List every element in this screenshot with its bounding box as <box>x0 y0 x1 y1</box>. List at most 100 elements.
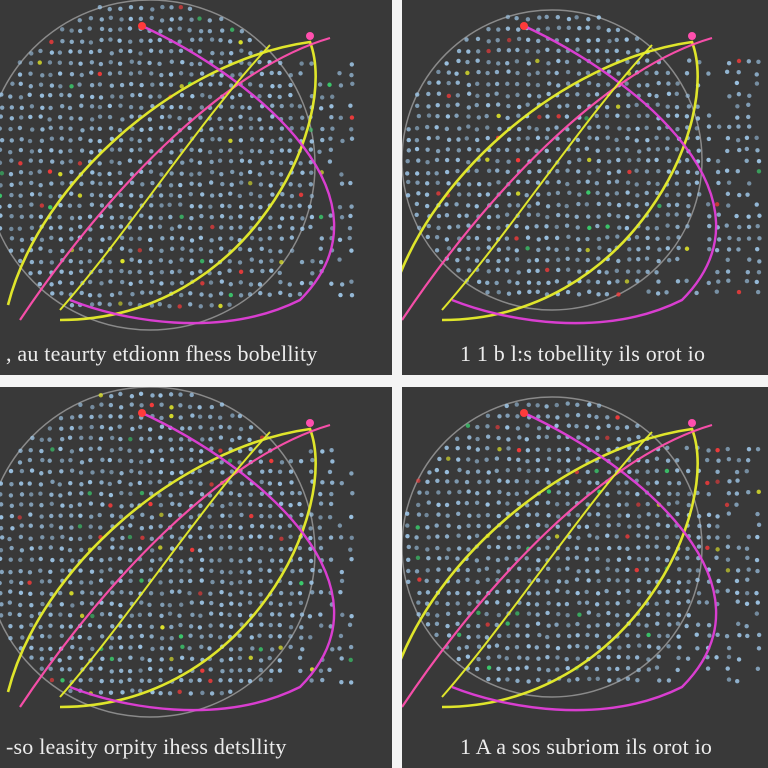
scatter-dot <box>514 491 520 497</box>
scatter-dot <box>267 568 272 573</box>
scatter-dot <box>208 204 213 209</box>
scatter-dot <box>128 491 133 497</box>
scatter-dot <box>705 480 710 486</box>
scatter-dot <box>715 632 720 637</box>
scatter-dot <box>474 102 479 108</box>
scatter-dot <box>726 203 731 208</box>
scatter-dot <box>109 51 114 56</box>
scatter-dot <box>685 555 690 561</box>
scatter-dot <box>28 448 33 453</box>
scatter-dot <box>616 557 622 562</box>
scatter-dot <box>585 568 590 574</box>
scatter-dot <box>197 182 203 187</box>
scatter-dot <box>87 622 93 628</box>
scatter-dot <box>59 469 64 474</box>
scatter-dot <box>127 669 133 674</box>
scatter-dot <box>476 115 482 120</box>
scatter-dot <box>676 634 681 639</box>
scatter-dot <box>494 468 499 473</box>
scatter-dot <box>80 590 85 595</box>
scatter-dot <box>735 169 740 174</box>
scatter-dot <box>308 558 314 564</box>
scatter-dot <box>228 83 234 88</box>
scatter-dot <box>545 267 550 273</box>
scatter-dot <box>208 611 214 616</box>
scatter-dot <box>117 27 123 32</box>
scatter-dot <box>675 500 680 505</box>
scatter-dot <box>48 623 53 628</box>
scatter-dot <box>434 523 439 528</box>
scatter-dot <box>505 115 510 121</box>
scatter-dot <box>208 249 214 254</box>
scatter-dot <box>158 258 164 263</box>
scatter-dot <box>207 18 212 23</box>
scatter-dot <box>494 203 499 209</box>
scatter-dot <box>0 126 2 131</box>
scatter-dot <box>119 490 124 496</box>
scatter-dot <box>714 655 719 660</box>
scatter-dot <box>69 39 74 45</box>
scatter-dot <box>657 203 662 209</box>
scatter-dot <box>179 280 185 285</box>
scatter-dot <box>485 280 490 286</box>
scatter-dot <box>435 478 440 483</box>
scatter-dot <box>485 446 490 451</box>
scatter-dot <box>237 448 243 454</box>
scatter-dot <box>339 282 345 287</box>
scatter-dot <box>434 171 439 176</box>
scatter-dot <box>546 70 551 75</box>
scatter-dot <box>486 269 491 274</box>
scatter-dot <box>8 589 13 594</box>
scatter-dot <box>466 114 471 119</box>
scatter-dot <box>655 291 661 296</box>
scatter-dot <box>536 414 541 419</box>
scatter-dot <box>486 644 492 649</box>
scatter-dot <box>605 503 610 508</box>
scatter-dot <box>515 414 520 419</box>
scatter-dot <box>157 37 162 43</box>
scatter-dot <box>496 290 501 295</box>
scatter-dot <box>726 180 732 185</box>
scatter-dot <box>268 677 273 683</box>
scatter-dot <box>726 247 732 252</box>
scatter-dot <box>108 402 114 408</box>
scatter-dot <box>537 168 542 174</box>
scatter-dot <box>584 524 590 530</box>
scatter-dot <box>664 558 670 563</box>
scatter-dot <box>7 600 13 605</box>
scatter-dot <box>477 192 482 198</box>
scatter-dot <box>97 512 102 518</box>
scatter-dot <box>444 169 450 175</box>
scatter-dot <box>169 413 174 419</box>
scatter-dot <box>318 545 324 551</box>
scatter-dot <box>220 470 225 475</box>
scatter-dot <box>665 113 671 118</box>
scatter-dot <box>725 148 730 154</box>
scatter-dot <box>494 69 500 75</box>
scatter-dot <box>17 125 23 131</box>
scatter-dot <box>466 192 472 197</box>
scatter-dot <box>446 567 452 572</box>
scatter-dot <box>150 7 155 12</box>
scatter-dot <box>230 104 235 110</box>
scatter-dot <box>178 415 183 420</box>
scatter-dot <box>229 182 234 187</box>
scatter-dot <box>524 665 529 670</box>
scatter-dot <box>475 147 481 153</box>
scatter-dot <box>456 457 461 462</box>
scatter-dot <box>544 235 549 240</box>
scatter-dot <box>137 248 143 253</box>
scatter-dot <box>129 257 134 262</box>
scatter-dot <box>329 104 334 109</box>
scatter-dot <box>47 469 53 475</box>
scatter-dot <box>425 234 430 240</box>
scatter-dot <box>87 237 93 242</box>
scatter-dot <box>524 193 529 198</box>
scatter-dot <box>575 225 580 230</box>
scatter-dot <box>148 259 153 265</box>
scatter-dot <box>108 37 113 42</box>
scatter-dot <box>149 536 155 542</box>
scatter-dot <box>39 524 45 529</box>
scatter-dot <box>68 457 73 463</box>
scatter-dot <box>594 468 599 474</box>
